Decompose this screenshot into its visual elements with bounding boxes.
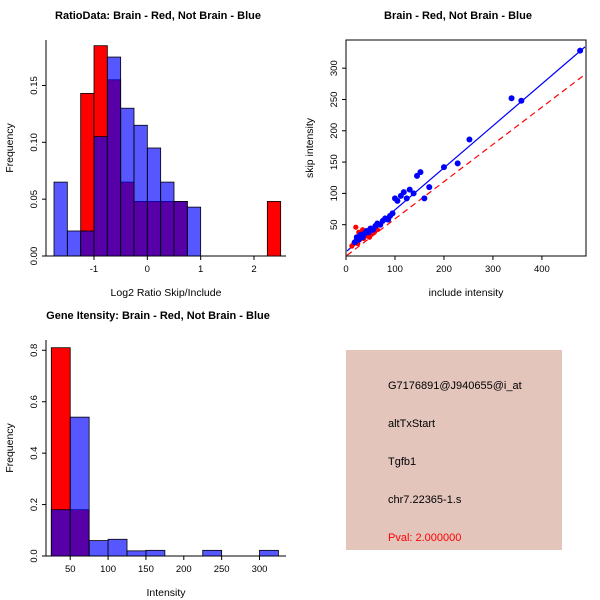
y-tick-label: 0.0	[29, 549, 40, 562]
hist-bar-not-brain	[133, 124, 148, 257]
ratio-histogram-title: RatioData: Brain - Red, Not Brain - Blue	[55, 10, 261, 22]
point-not-brain	[421, 195, 428, 202]
x-tick-label: 400	[534, 264, 550, 275]
plot-box	[345, 39, 587, 257]
hist-bar-brain	[266, 201, 282, 257]
intensity-scatter-chart: 0 100 200 300 400 50 100 150 200 250 300 include in…	[304, 39, 587, 299]
x-tick-label: 200	[176, 564, 192, 575]
y-tick-label: 50	[329, 219, 340, 230]
x-tick-label: 0	[145, 264, 150, 275]
point-not-brain	[417, 169, 424, 176]
y-axis-title: skip intensity	[304, 117, 316, 178]
y-axis-title: Frequency	[4, 122, 16, 172]
event-type-text: altTxStart	[388, 418, 436, 430]
chromosome-location-text: chr7.22365-1.s	[388, 494, 462, 506]
hist-bar-not-brain	[145, 549, 166, 557]
y-tick-label: 0.15	[29, 76, 40, 95]
gene-histogram-title: Gene Itensity: Brain - Red, Not Brain - …	[46, 310, 270, 322]
hist-bar-not-brain	[120, 107, 135, 257]
hist-bar-not-brain	[202, 549, 223, 557]
ratio-histogram-chart: -1 0 1 2 0.00 0.05 0.10 0.15 Log2 Ratio Skip/Inc…	[4, 40, 286, 299]
x-tick-label: 150	[138, 564, 154, 575]
x-tick-label: -1	[90, 264, 98, 275]
point-not-brain	[508, 95, 515, 102]
hist-bar-not-brain	[106, 56, 122, 257]
point-not-brain	[410, 190, 417, 197]
y-tick-label: 0.8	[29, 344, 40, 357]
y-tick-label: 0.6	[29, 395, 40, 408]
hist-bar-not-brain	[160, 181, 175, 257]
point-not-brain	[400, 189, 407, 196]
point-not-brain	[518, 97, 525, 104]
y-tick-label: 200	[329, 123, 340, 139]
y-tick-label: 100	[329, 185, 340, 201]
y-tick-label: 0.4	[29, 447, 40, 460]
hist-bar-not-brain	[107, 538, 128, 557]
hist-bar-not-brain	[50, 509, 71, 557]
point-not-brain	[440, 164, 447, 171]
x-tick-label: 1	[198, 264, 203, 275]
x-axis-title: include intensity	[429, 287, 504, 299]
hist-bar-not-brain	[69, 416, 90, 557]
hist-bar-not-brain	[126, 550, 147, 557]
x-tick-label: 100	[387, 264, 403, 275]
x-tick-label: 300	[252, 564, 268, 575]
point-not-brain	[426, 184, 433, 191]
panel-ratio-histogram: RatioData: Brain - Red, Not Brain - Blue…	[0, 0, 300, 300]
point-not-brain	[394, 197, 401, 204]
x-tick-label: 100	[100, 564, 116, 575]
panel-gene-intensity-histogram: Gene Itensity: Brain - Red, Not Brain - …	[0, 300, 300, 600]
hist-bar-not-brain	[88, 540, 109, 557]
gene-intensity-histogram-chart: 50 100 150 200 250 300 0.0 0.2 0.4 0.6 0.8 Intensit…	[4, 340, 286, 599]
x-tick-label: 300	[485, 264, 501, 275]
x-axis-title: Intensity	[146, 587, 186, 599]
x-axis-title: Log2 Ratio Skip/Include	[111, 287, 222, 299]
x-tick-label: 200	[436, 264, 452, 275]
point-not-brain	[577, 47, 584, 54]
y-tick-label: 0.00	[29, 247, 40, 266]
hist-bar-not-brain	[173, 201, 188, 257]
panel-intensity-scatter: Brain - Red, Not Brain - Blue 0 100 200 300…	[300, 0, 600, 300]
hist-bar-not-brain	[66, 230, 82, 257]
x-tick-label: 50	[65, 564, 76, 575]
gene-symbol-text: Tgfb1	[388, 456, 417, 468]
point-not-brain	[403, 195, 410, 202]
hist-bar-not-brain	[80, 230, 95, 257]
hist-bar-not-brain	[186, 206, 202, 257]
brain-fit-line	[346, 73, 586, 256]
x-tick-label: 2	[251, 264, 256, 275]
y-tick-label: 300	[329, 60, 340, 76]
y-tick-label: 250	[329, 92, 340, 108]
pval-text: Pval: 2.000000	[388, 532, 462, 544]
hist-bar-not-brain	[259, 549, 279, 557]
point-not-brain	[466, 136, 473, 143]
y-tick-label: 150	[329, 154, 340, 170]
point-not-brain	[389, 210, 396, 217]
hist-bar-not-brain	[53, 181, 68, 257]
x-tick-label: 0	[343, 264, 348, 275]
point-not-brain	[406, 186, 413, 193]
probe-id-text: G7176891@J940655@i_at	[388, 380, 522, 392]
scatter-title: Brain - Red, Not Brain - Blue	[384, 10, 532, 22]
point-brain	[353, 224, 359, 230]
x-tick-label: 250	[214, 564, 230, 575]
hist-bar-not-brain	[146, 147, 162, 257]
y-tick-label: 0.2	[29, 498, 40, 511]
panel-gene-info: G7176891@J940655@i_at altTxStart Tgfb1 c…	[300, 300, 600, 600]
gene-info-box: G7176891@J940655@i_at altTxStart Tgfb1 c…	[346, 350, 562, 550]
y-tick-label: 0.10	[29, 133, 40, 152]
hist-bar-not-brain	[93, 136, 108, 257]
y-tick-label: 0.05	[29, 190, 40, 209]
point-not-brain	[454, 160, 461, 167]
y-axis-title: Frequency	[4, 422, 16, 472]
